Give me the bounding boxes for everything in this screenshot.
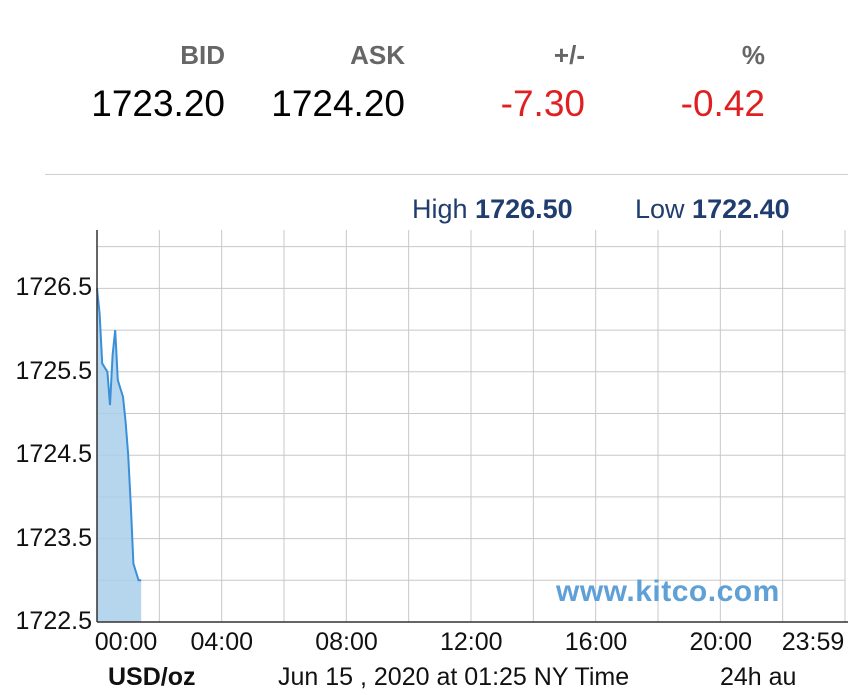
change-header: +/-: [553, 40, 585, 70]
low-label: Low: [635, 194, 685, 224]
low-readout: Low 1722.40: [635, 194, 790, 225]
y-tick-label: 1722.5: [15, 607, 92, 635]
chart-grid: [97, 230, 846, 623]
high-label: High: [412, 194, 468, 224]
x-tick-label: 12:00: [439, 628, 503, 656]
x-tick-label: 23:59: [781, 628, 845, 656]
y-tick-label: 1723.5: [15, 523, 92, 552]
ask-value: 1724.20: [271, 83, 405, 124]
x-tick-label: 08:00: [315, 628, 378, 656]
period-label: 24h au: [720, 663, 797, 691]
x-tick-label: 20:00: [689, 628, 753, 656]
divider: [45, 174, 848, 175]
unit-label: USD/oz: [108, 663, 196, 691]
x-tick-label: 00:00: [94, 628, 158, 656]
x-tick-label: 16:00: [564, 628, 628, 656]
y-tick-label: 1726.5: [15, 273, 92, 302]
ask-header: ASK: [350, 40, 405, 70]
price-line: [96, 288, 142, 582]
bid-value: 1723.20: [91, 83, 225, 124]
price-area: [97, 288, 142, 622]
high-value: 1726.50: [475, 194, 573, 224]
percent-value: -0.42: [680, 83, 765, 124]
timestamp: Jun 15 , 2020 at 01:25 NY Time: [278, 663, 630, 691]
bid-header: BID: [180, 40, 225, 70]
y-tick-label: 1725.5: [15, 356, 92, 385]
high-readout: High 1726.50: [412, 194, 573, 225]
low-value: 1722.40: [692, 194, 790, 224]
change-value: -7.30: [500, 83, 585, 124]
x-tick-label: 04:00: [190, 628, 254, 656]
percent-header: %: [741, 40, 765, 70]
watermark: www.kitco.com: [556, 575, 780, 608]
y-tick-label: 1724.5: [15, 440, 92, 469]
